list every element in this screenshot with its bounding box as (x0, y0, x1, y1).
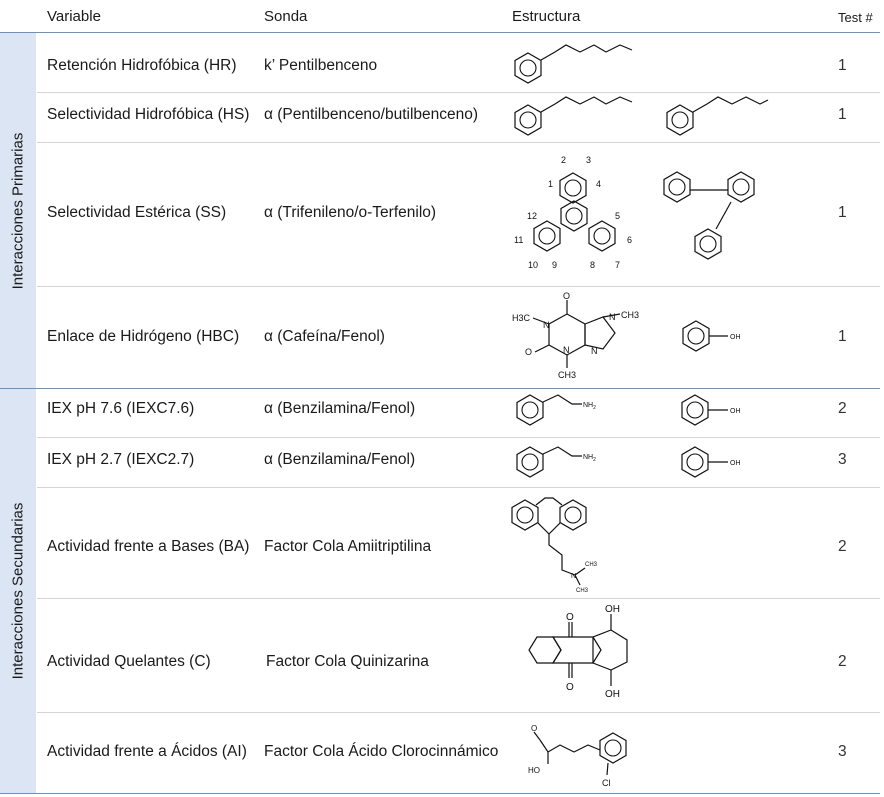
header-probe: Sonda (264, 8, 308, 25)
atom-label: N (563, 345, 570, 355)
atom-label: OH (605, 604, 620, 615)
probe-cell: Factor Cola Ácido Clorocinnámico (264, 743, 499, 760)
atom-label: NH2 (583, 402, 596, 411)
atom-label: O (525, 347, 532, 357)
table-bottom-rule (0, 793, 880, 794)
atom-label: O (563, 291, 570, 301)
phenol-structure (682, 320, 728, 352)
probe-cell: α (Trifenileno/o-Terfenilo) (264, 204, 437, 221)
atom-number: 3 (586, 155, 591, 165)
test-cell: 2 (838, 400, 847, 417)
probe-cell: Factor Cola Amiitriptilina (264, 538, 432, 555)
amitriptyline-structure (511, 497, 587, 586)
atom-number: 9 (552, 260, 557, 270)
caffeine-structure (532, 300, 621, 368)
atom-label: N (571, 573, 576, 580)
variable-cell: Selectividad Estérica (SS) (47, 204, 227, 221)
atom-number: 8 (590, 260, 595, 270)
atom-label: CH3 (558, 370, 576, 380)
butylbenzene-structure (666, 96, 769, 136)
header-structure: Estructura (512, 8, 581, 25)
atom-label: OH (730, 408, 741, 415)
header-test: Test # (838, 10, 873, 25)
atom-label: HO (528, 766, 540, 775)
atom-label: NH2 (583, 454, 596, 463)
variable-cell: IEX pH 7.6 (IEXC7.6) (47, 400, 195, 417)
atom-label: Cl (602, 778, 611, 788)
atom-label: OH (605, 689, 620, 700)
atom-number: 6 (627, 235, 632, 245)
atom-number: 10 (528, 260, 538, 270)
probe-cell: α (Cafeína/Fenol) (264, 328, 385, 345)
quinizarin-structure (528, 614, 628, 686)
atom-number: 5 (615, 211, 620, 221)
row-divider (37, 437, 880, 438)
variable-cell: Enlace de Hidrógeno (HBC) (47, 328, 240, 345)
variable-cell: Selectividad Hidrofóbica (HS) (47, 106, 250, 123)
row-divider (37, 598, 880, 599)
pentylbenzene-structure (514, 96, 633, 136)
phenol-structure (681, 446, 728, 478)
row-divider (37, 286, 880, 287)
group-divider (0, 388, 880, 389)
atom-label: N (591, 346, 598, 356)
header-variable: Variable (47, 8, 101, 25)
atom-label: CH3 (621, 310, 639, 320)
benzylamine-structure (516, 394, 582, 426)
o-terphenyl-structure (663, 171, 755, 260)
test-cell: 3 (838, 451, 847, 468)
atom-label: H3C (512, 313, 531, 323)
row-divider (37, 92, 880, 93)
group-secondary: Interacciones Secundarias (0, 389, 36, 793)
atom-number: 1 (548, 179, 553, 189)
variable-cell: Actividad frente a Ácidos (AI) (47, 743, 247, 760)
atom-number: 2 (561, 155, 566, 165)
row-divider (37, 712, 880, 713)
test-cell: 2 (838, 653, 847, 670)
atom-number: 12 (527, 211, 537, 221)
probe-cell: Factor Cola Quinizarina (266, 653, 429, 670)
group-primary: Interacciones Primarias (0, 33, 36, 388)
atom-number: 11 (514, 235, 523, 245)
atom-label: OH (730, 460, 741, 467)
atom-label: O (531, 724, 537, 733)
probe-cell: α (Pentilbenceno/butilbenceno) (264, 106, 479, 123)
probe-cell: k’ Pentilbenceno (264, 57, 378, 74)
row-divider (37, 142, 880, 143)
atom-label: OH (730, 334, 741, 341)
atom-label: CH3 (585, 562, 598, 568)
phenol-structure (681, 394, 728, 426)
atom-number: 7 (615, 260, 620, 270)
test-cell: 1 (838, 204, 847, 221)
row-divider (37, 487, 880, 488)
variable-cell: Retención Hidrofóbica (HR) (47, 57, 237, 74)
atom-label: CH3 (576, 588, 589, 594)
chlorocinnamic-acid-structure (533, 731, 627, 776)
probe-cell: α (Benzilamina/Fenol) (264, 451, 416, 468)
test-cell: 1 (838, 328, 847, 345)
test-cell: 1 (838, 57, 847, 74)
structure-labels: 2 3 1 4 5 6 7 8 9 10 11 12 O H3C N O N C… (512, 155, 741, 788)
test-cell: 1 (838, 106, 847, 123)
atom-number: 4 (596, 179, 601, 189)
variable-cell: IEX pH 2.7 (IEXC2.7) (47, 451, 195, 468)
variable-cell: Actividad frente a Bases (BA) (47, 538, 250, 555)
variable-cell: Actividad Quelantes (C) (47, 653, 211, 670)
atom-label: O (566, 612, 574, 623)
triphenylene-structure (533, 172, 616, 252)
table-top-rule (0, 32, 880, 33)
probe-cell: α (Benzilamina/Fenol) (264, 400, 416, 417)
test-cell: 3 (838, 743, 847, 760)
pentylbenzene-structure (514, 44, 633, 84)
benzylamine-structure (516, 446, 582, 478)
atom-label: O (566, 682, 574, 693)
test-cell: 2 (838, 538, 847, 555)
atom-label: N (609, 312, 616, 322)
atom-label: N (543, 320, 550, 330)
